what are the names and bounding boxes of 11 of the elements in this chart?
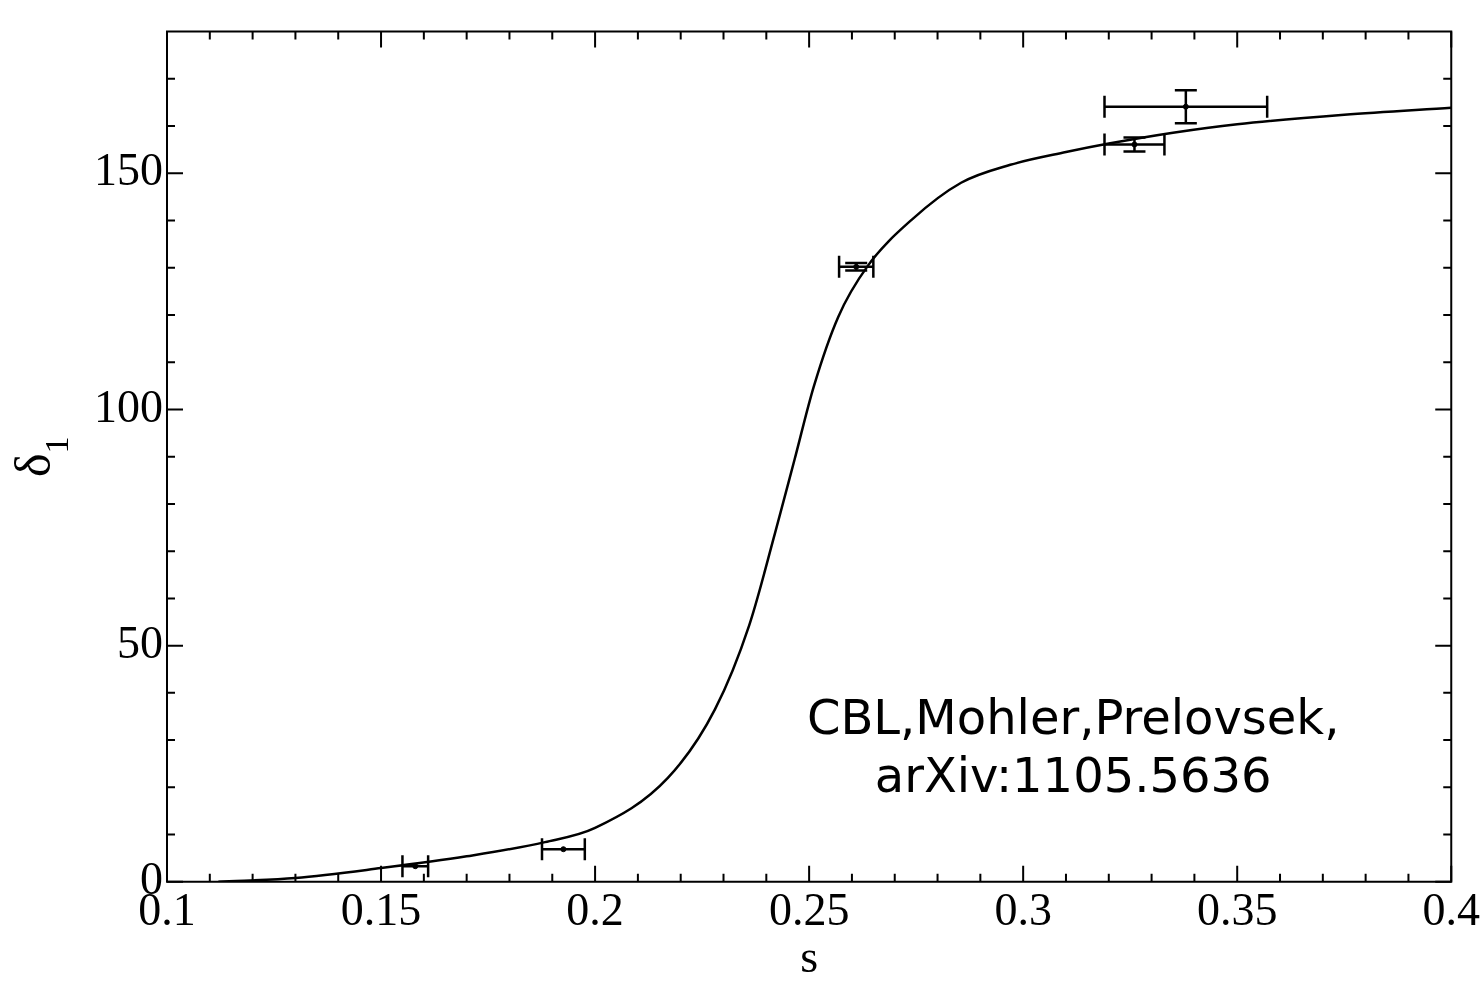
x-tick-label: 0.4 xyxy=(1422,884,1480,936)
x-tick-label: 0.2 xyxy=(566,884,624,936)
annotation: CBL,Mohler,Prelovsek, xyxy=(806,688,1340,745)
x-tick-label: 0.15 xyxy=(340,884,422,936)
y-tick-label: 150 xyxy=(94,144,163,196)
annotation: arXiv:1105.5636 xyxy=(874,746,1272,803)
y-axis-title: δ1 xyxy=(5,436,75,477)
y-tick-label: 50 xyxy=(117,616,163,668)
x-tick-label: 0.35 xyxy=(1196,884,1278,936)
y-tick-label: 100 xyxy=(94,380,163,432)
x-tick-label: 0.3 xyxy=(994,884,1052,936)
